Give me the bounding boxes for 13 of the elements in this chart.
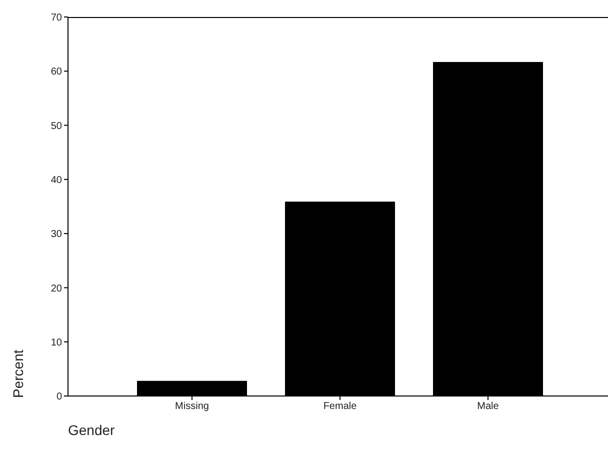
- x-axis-title: Gender: [68, 422, 115, 438]
- y-tick-label: 70: [50, 12, 62, 24]
- y-tick-label: 30: [50, 229, 62, 240]
- y-tick-label: 0: [56, 392, 62, 403]
- y-tick-label: 20: [50, 283, 62, 294]
- y-tick-label: 40: [50, 174, 62, 186]
- y-axis-title: Percent: [10, 350, 26, 398]
- x-tick-label: Missing: [175, 401, 209, 412]
- y-tick-label: 10: [50, 337, 62, 348]
- x-tick-label: Male: [477, 401, 500, 412]
- y-tick-label: 50: [50, 120, 62, 132]
- x-tick-label: Female: [323, 401, 358, 412]
- y-tick-label: 60: [50, 66, 62, 78]
